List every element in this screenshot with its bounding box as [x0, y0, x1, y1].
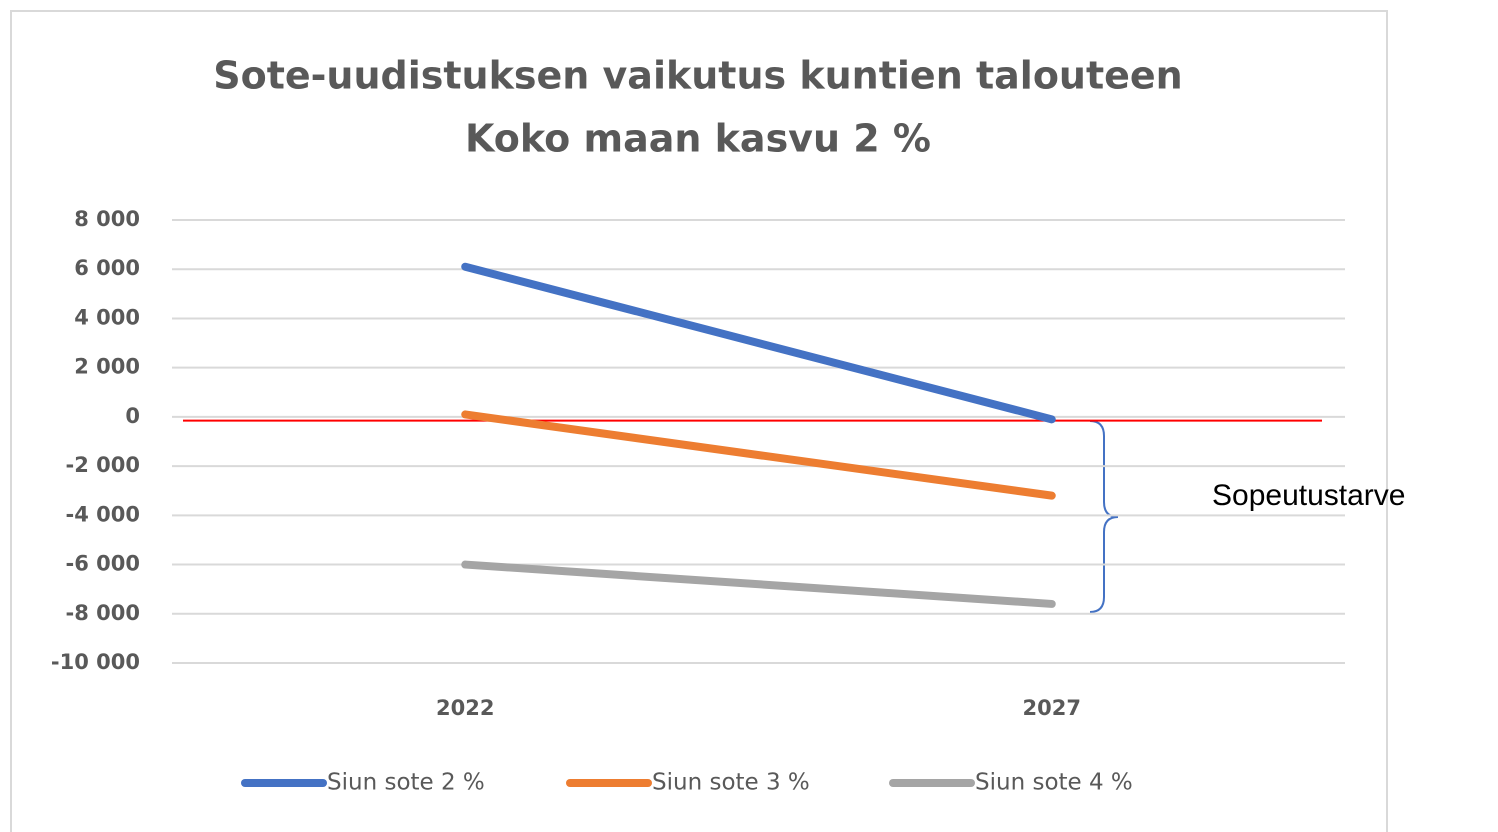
- y-tick-label: -4 000: [66, 502, 140, 526]
- y-tick-label: 4 000: [74, 305, 140, 329]
- y-tick-label: 6 000: [74, 256, 140, 280]
- series-line: [461, 262, 1056, 424]
- legend-label: Siun sote 3 %: [652, 770, 810, 796]
- y-tick-label: 8 000: [74, 207, 140, 231]
- brace: [1089, 420, 1119, 613]
- y-tick-label: -2 000: [66, 453, 140, 477]
- x-tick-label: 2022: [436, 696, 494, 720]
- y-tick-label: 2 000: [74, 355, 140, 379]
- y-tick-label: -6 000: [66, 552, 140, 576]
- y-tick-label: -10 000: [51, 650, 140, 674]
- x-tick-label: 2027: [1023, 696, 1081, 720]
- chart-subtitle: Koko maan kasvu 2 %: [465, 117, 931, 161]
- annotation: Sopeutustarve: [1212, 479, 1405, 512]
- legend-label: Siun sote 4 %: [975, 770, 1133, 796]
- y-tick-label: -8 000: [66, 601, 140, 625]
- series-line: [461, 560, 1056, 608]
- chart-title: Sote-uudistuksen vaikutus kuntien talout…: [213, 54, 1183, 98]
- y-tick-label: 0: [125, 404, 140, 428]
- series-line: [461, 410, 1056, 500]
- legend-label: Siun sote 2 %: [327, 770, 485, 796]
